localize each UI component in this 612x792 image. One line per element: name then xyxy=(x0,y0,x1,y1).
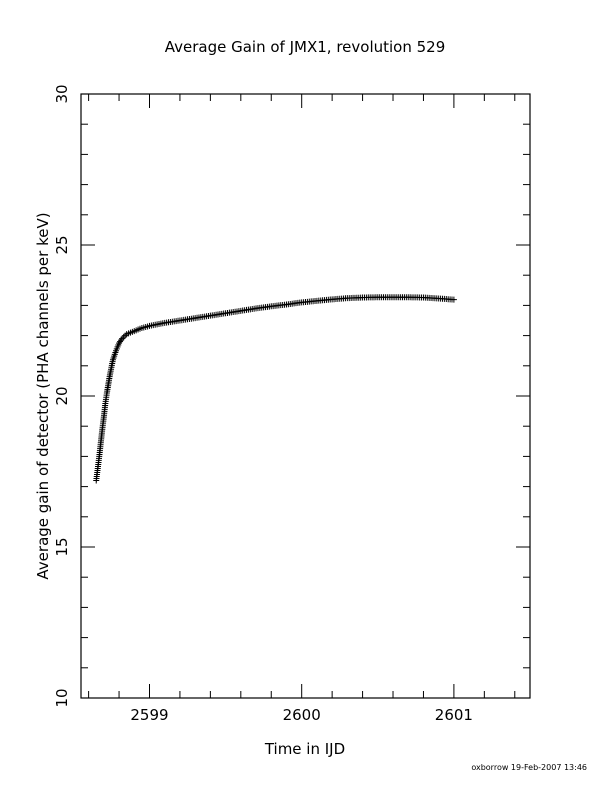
x-axis-label: Time in IJD xyxy=(264,740,345,758)
tick-layer: 10 15 20 25 30 2599 2600 2601 xyxy=(53,84,530,724)
y-tick-label: 15 xyxy=(53,537,71,556)
y-tick-label: 30 xyxy=(53,84,71,103)
y-tick-label: 25 xyxy=(53,235,71,254)
x-tick-label: 2601 xyxy=(435,706,473,724)
x-tick-label: 2599 xyxy=(130,706,168,724)
chart-title: Average Gain of JMX1, revolution 529 xyxy=(165,38,446,56)
footer-signature: oxborrow 19-Feb-2007 13:46 xyxy=(471,763,587,772)
series-layer xyxy=(93,294,457,484)
data-point xyxy=(450,296,457,303)
y-axis-label: Average gain of detector (PHA channels p… xyxy=(34,212,52,579)
plot-frame xyxy=(80,93,531,699)
x-tick-label: 2600 xyxy=(283,706,321,724)
y-tick-label: 20 xyxy=(53,386,71,405)
y-tick-label: 10 xyxy=(53,688,71,707)
